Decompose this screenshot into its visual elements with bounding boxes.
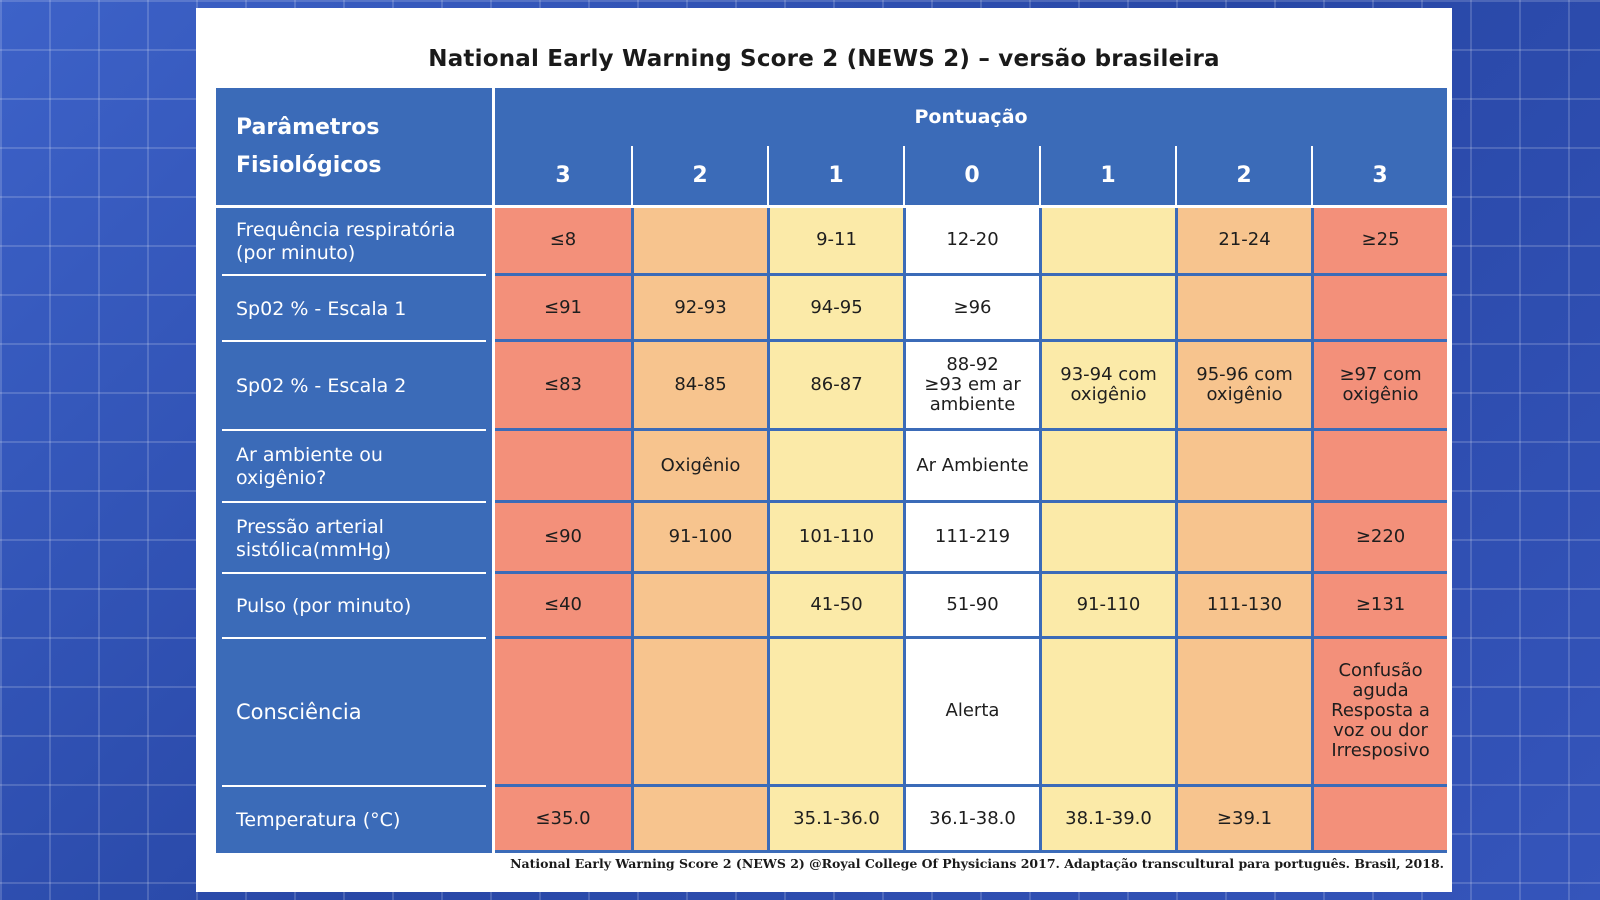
score-cell: 41-50 xyxy=(767,573,903,639)
parameter-label: Frequência respiratória (por minuto) xyxy=(236,218,456,264)
score-cell: ≤35.0 xyxy=(495,787,631,853)
score-cell: ≤91 xyxy=(495,275,631,343)
score-cell: Oxigênio xyxy=(631,431,767,504)
score-header-0: 0 xyxy=(903,146,1039,208)
score-cell: ≥220 xyxy=(1311,503,1448,574)
score-cell xyxy=(767,638,903,788)
score-cell: 94-95 xyxy=(767,275,903,343)
table-row: Frequência respiratória (por minuto) ≤8 … xyxy=(216,208,1448,276)
score-cell: ≤83 xyxy=(495,342,631,432)
score-cell: 111-130 xyxy=(1175,573,1311,639)
score-cell: 91-110 xyxy=(1039,573,1175,639)
score-cell xyxy=(1039,208,1175,276)
parameter-cell: Frequência respiratória (por minuto) xyxy=(216,208,495,276)
score-cell xyxy=(631,787,767,853)
score-header-3-low: 3 xyxy=(495,146,631,208)
score-cell: ≤90 xyxy=(495,503,631,574)
parameters-header: Parâmetros Fisiológicos xyxy=(216,88,495,208)
score-cell xyxy=(1175,503,1311,574)
parameter-label: Pulso (por minuto) xyxy=(236,594,412,617)
table-row: Pressão arterial sistólica(mmHg) ≤90 91-… xyxy=(216,503,1448,574)
score-cell: 36.1-38.0 xyxy=(903,787,1039,853)
score-cell xyxy=(767,431,903,504)
parameter-label: Ar ambiente ou oxigênio? xyxy=(236,444,383,490)
score-header-2-low: 2 xyxy=(631,146,767,208)
score-cell: 84-85 xyxy=(631,342,767,432)
score-cell xyxy=(631,573,767,639)
score-cell xyxy=(1311,431,1448,504)
score-cell: ≥97 com oxigênio xyxy=(1311,342,1448,432)
score-cell: ≥131 xyxy=(1311,573,1448,639)
table-row: Ar ambiente ou oxigênio? Oxigênio Ar Amb… xyxy=(216,431,1448,504)
score-cell xyxy=(495,431,631,504)
parameter-cell: Sp02 % - Escala 2 xyxy=(216,342,495,432)
score-cell: 95-96 com oxigênio xyxy=(1175,342,1311,432)
score-cell: 35.1-36.0 xyxy=(767,787,903,853)
parameter-cell: Consciência xyxy=(216,638,495,788)
parameter-label: Sp02 % - Escala 1 xyxy=(236,297,407,320)
score-cell: 38.1-39.0 xyxy=(1039,787,1175,853)
parameter-label: Sp02 % - Escala 2 xyxy=(236,375,407,398)
score-cell: 88-92 ≥93 em ar ambiente xyxy=(903,342,1039,432)
table-row: Sp02 % - Escala 1 ≤91 92-93 94-95 ≥96 xyxy=(216,275,1448,343)
score-cell xyxy=(631,638,767,788)
score-header-3-high: 3 xyxy=(1311,146,1448,208)
table-row: Sp02 % - Escala 2 ≤83 84-85 86-87 88-92 … xyxy=(216,342,1448,432)
parameter-cell: Temperatura (°C) xyxy=(216,787,495,853)
score-cell: 111-219 xyxy=(903,503,1039,574)
score-cell xyxy=(1311,787,1448,853)
score-cell xyxy=(495,638,631,788)
parameter-label: Temperatura (°C) xyxy=(236,808,401,831)
score-cell xyxy=(1175,431,1311,504)
score-cell xyxy=(1039,638,1175,788)
slide: National Early Warning Score 2 (NEWS 2) … xyxy=(196,8,1452,892)
news2-table: Parâmetros Fisiológicos Pontuação 3 2 1 … xyxy=(216,88,1448,853)
score-cell xyxy=(631,208,767,276)
score-cell: Ar Ambiente xyxy=(903,431,1039,504)
score-cell: 86-87 xyxy=(767,342,903,432)
score-cell: Alerta xyxy=(903,638,1039,788)
score-cell: 12-20 xyxy=(903,208,1039,276)
score-cell: ≥39.1 xyxy=(1175,787,1311,853)
score-header-1-low: 1 xyxy=(767,146,903,208)
table-title: National Early Warning Score 2 (NEWS 2) … xyxy=(428,46,1220,72)
parameter-cell: Pressão arterial sistólica(mmHg) xyxy=(216,503,495,574)
score-header-row: 3 2 1 0 1 2 3 xyxy=(216,146,1448,208)
score-cell: ≤8 xyxy=(495,208,631,276)
table-row: Temperatura (°C) ≤35.0 35.1-36.0 36.1-38… xyxy=(216,787,1448,853)
score-cell xyxy=(1039,431,1175,504)
score-cell xyxy=(1039,503,1175,574)
score-cell: 93-94 com oxigênio xyxy=(1039,342,1175,432)
score-cell: 51-90 xyxy=(903,573,1039,639)
score-cell: Confusão aguda Resposta a voz ou dor Irr… xyxy=(1311,638,1448,788)
score-cell xyxy=(1175,275,1311,343)
score-cell: 101-110 xyxy=(767,503,903,574)
score-cell xyxy=(1311,275,1448,343)
score-header-1-high: 1 xyxy=(1039,146,1175,208)
parameter-cell: Ar ambiente ou oxigênio? xyxy=(216,431,495,504)
score-cell: ≤40 xyxy=(495,573,631,639)
score-cell: ≥96 xyxy=(903,275,1039,343)
score-cell: ≥25 xyxy=(1311,208,1448,276)
score-cell: 91-100 xyxy=(631,503,767,574)
table-row: Pulso (por minuto) ≤40 41-50 51-90 91-11… xyxy=(216,573,1448,639)
score-cell: 92-93 xyxy=(631,275,767,343)
score-group-header: Pontuação xyxy=(495,88,1448,146)
table-row: Consciência Alerta Confusão aguda Respos… xyxy=(216,638,1448,788)
parameter-cell: Pulso (por minuto) xyxy=(216,573,495,639)
parameter-cell: Sp02 % - Escala 1 xyxy=(216,275,495,343)
parameter-label: Pressão arterial sistólica(mmHg) xyxy=(236,515,391,561)
score-cell: 21-24 xyxy=(1175,208,1311,276)
score-cell xyxy=(1175,638,1311,788)
score-header-2-high: 2 xyxy=(1175,146,1311,208)
copyright-footnote: National Early Warning Score 2 (NEWS 2) … xyxy=(510,856,1444,871)
score-cell xyxy=(1039,275,1175,343)
parameter-label: Consciência xyxy=(236,699,362,724)
score-cell: 9-11 xyxy=(767,208,903,276)
